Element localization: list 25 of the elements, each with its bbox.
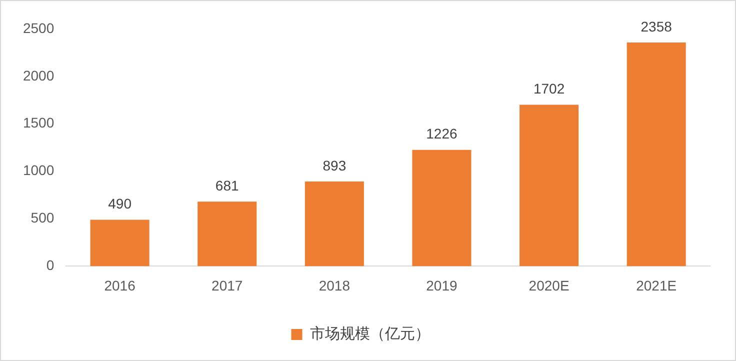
bar xyxy=(520,104,579,266)
y-tick-label: 500 xyxy=(30,210,54,226)
bar xyxy=(198,202,257,266)
data-label: 893 xyxy=(322,157,346,174)
y-tick-label: 1500 xyxy=(22,114,54,131)
data-label: 1702 xyxy=(533,80,565,97)
x-tick-label: 2017 xyxy=(212,277,243,294)
x-tick-label: 2016 xyxy=(104,277,136,294)
x-tick-label: 2021E xyxy=(636,277,677,294)
x-tick-label: 2020E xyxy=(528,277,570,294)
bar xyxy=(90,220,150,266)
x-tick-label: 2018 xyxy=(318,277,350,294)
data-label: 2358 xyxy=(640,18,672,34)
x-tick-label: 2019 xyxy=(426,277,458,294)
bar xyxy=(304,181,364,266)
y-tick-label: 2500 xyxy=(22,20,54,36)
bar xyxy=(412,150,472,266)
legend-label: 市场规模（亿元） xyxy=(310,326,430,343)
data-label: 1226 xyxy=(426,126,458,142)
data-label: 490 xyxy=(108,196,132,212)
data-label: 681 xyxy=(215,177,239,194)
y-tick-label: 1000 xyxy=(22,162,54,178)
y-tick-label: 2000 xyxy=(22,67,54,84)
y-tick-label: 0 xyxy=(46,257,54,274)
bar xyxy=(626,42,686,266)
